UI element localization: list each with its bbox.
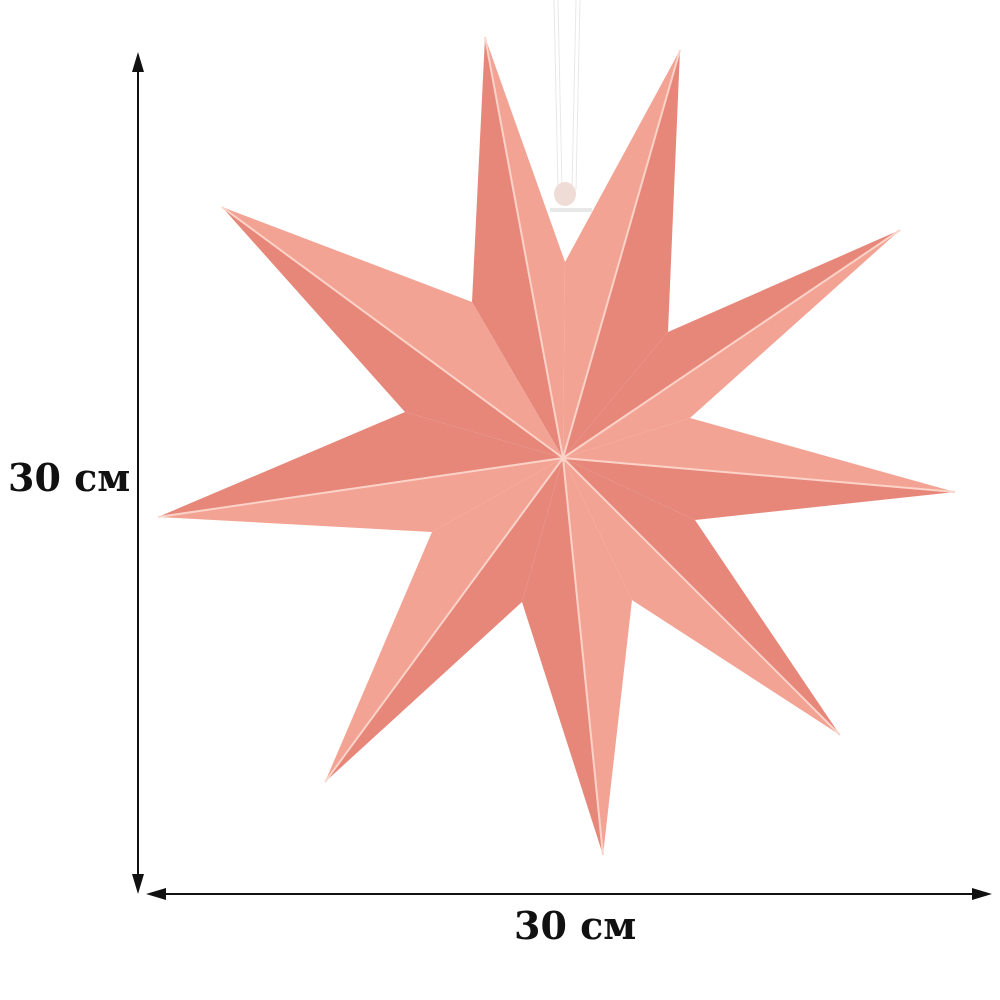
star-facet — [472, 37, 563, 458]
paper-star — [157, 36, 956, 856]
star-facet — [563, 458, 955, 520]
arrow-head-left — [146, 888, 166, 900]
height-label: 30 см — [8, 455, 131, 500]
arrow-head-up — [132, 52, 144, 72]
star-facet — [158, 412, 563, 517]
hanging-string — [550, 0, 592, 212]
star-facet — [522, 458, 603, 855]
star-facet — [563, 458, 632, 855]
fold-line — [562, 229, 901, 459]
fold-line — [324, 457, 564, 783]
fold-line — [221, 206, 564, 459]
fold-line — [562, 457, 604, 856]
star-facet — [563, 418, 955, 492]
fold-line — [484, 36, 564, 459]
fold-line — [562, 49, 681, 459]
arrow-head-down — [132, 874, 144, 894]
star-facet — [158, 458, 563, 532]
fold-line — [562, 457, 841, 736]
fold-line — [157, 457, 564, 518]
width-label: 30 см — [514, 903, 637, 948]
arrow-head-right — [972, 888, 992, 900]
fold-line — [562, 457, 956, 493]
bead — [554, 182, 576, 206]
dimension-arrows — [132, 52, 992, 900]
